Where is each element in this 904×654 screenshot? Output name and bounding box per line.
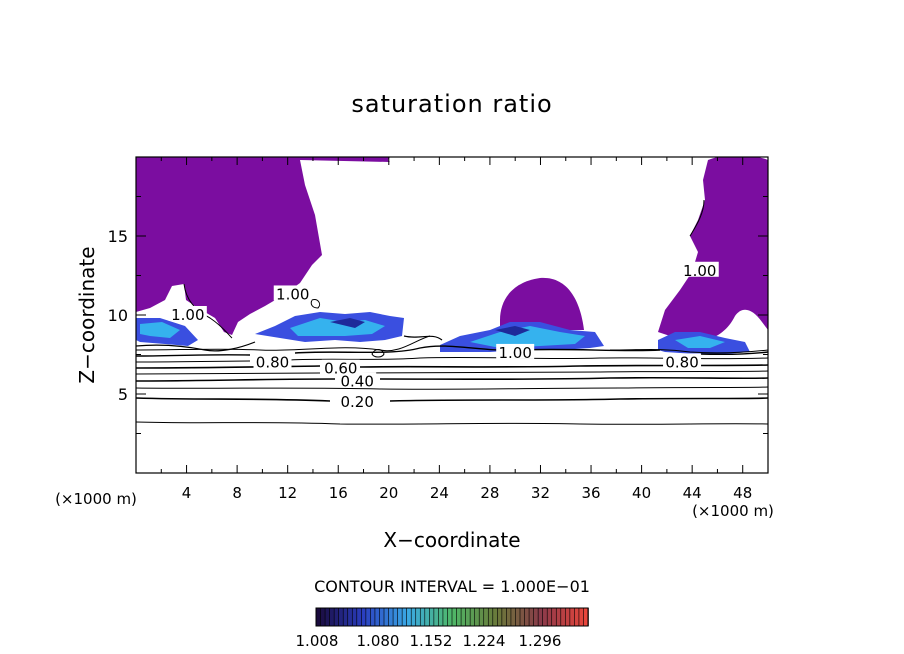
y-tick-label: 5 <box>118 385 128 404</box>
contour-label-bg <box>273 285 312 301</box>
contour-label-bg <box>338 372 377 388</box>
x-axis: 4 8 12 16 20 24 28 32 36 40 44 48 <box>160 157 752 502</box>
contour-label-bg <box>253 353 292 369</box>
contour-label-bg <box>680 261 719 277</box>
contour-label: 0.20 <box>340 393 373 411</box>
colorbar-tick-label: 1.080 <box>357 632 400 650</box>
x-tick-label: 24 <box>430 484 449 502</box>
contour-field: 0.20 0.400.60 0.80 0.80 1.00 1.00 1.00 1.00 <box>136 157 768 425</box>
y-tick-label: 10 <box>108 306 128 325</box>
contour-label: 0.40 <box>340 372 373 390</box>
contour-label-bg <box>663 353 702 369</box>
x-tick-label: 40 <box>632 484 651 502</box>
chart-title: saturation ratio <box>351 90 552 118</box>
x-tick-label: 36 <box>581 484 600 502</box>
x-tick-label: 44 <box>683 484 702 502</box>
x-tick-label: 28 <box>480 484 499 502</box>
colorbar-frame <box>315 607 589 627</box>
colorbar-tick-label: 1.008 <box>296 632 339 650</box>
contour-label: 1.00 <box>276 285 309 303</box>
x-tick-label: 48 <box>733 484 752 502</box>
x-tick-label: 20 <box>379 484 398 502</box>
colorbar <box>315 607 589 627</box>
colorbar-tick-labels: 1.008 1.080 1.152 1.224 1.296 <box>296 632 562 650</box>
contour-label-bg <box>321 359 360 375</box>
purple-region-left <box>136 157 390 335</box>
x-tick-label: 16 <box>329 484 348 502</box>
purple-cap-left <box>310 157 390 160</box>
contour-label: 0.80 <box>256 353 289 371</box>
purple-dome-center <box>500 277 584 330</box>
colorbar-tick-label: 1.296 <box>519 632 562 650</box>
y-tick-label: 15 <box>108 227 128 246</box>
contour-label-bg <box>496 343 535 359</box>
contour-labels: 0.20 0.400.60 0.80 0.80 1.00 1.00 1.00 1.00 <box>168 261 719 411</box>
contour-label: 0.60 <box>324 360 357 378</box>
x-tick-label: 4 <box>182 484 192 502</box>
y-axis: 5 10 15 <box>108 196 768 434</box>
x-unit-label-right: (×1000 m) <box>692 502 774 520</box>
contour-label-bg <box>338 392 377 408</box>
contour-label: 1.00 <box>171 306 204 324</box>
cloud-patches <box>136 312 750 354</box>
contour-label: 1.00 <box>498 344 531 362</box>
contour-label: 1.00 <box>683 262 716 280</box>
x-tick-label: 12 <box>278 484 297 502</box>
x-unit-label-left: (×1000 m) <box>55 490 137 508</box>
contour-label: 0.80 <box>665 353 698 371</box>
x-tick-label: 8 <box>232 484 242 502</box>
x-tick-label: 32 <box>531 484 550 502</box>
x-axis-title: X−coordinate <box>383 528 520 552</box>
purple-region-right <box>658 157 768 340</box>
contour-label-bg <box>168 306 207 321</box>
colorbar-tick-label: 1.152 <box>410 632 453 650</box>
contour-interval-label: CONTOUR INTERVAL = 1.000E−01 <box>314 577 590 596</box>
y-axis-title: Z−coordinate <box>75 246 99 383</box>
colorbar-tick-label: 1.224 <box>463 632 506 650</box>
